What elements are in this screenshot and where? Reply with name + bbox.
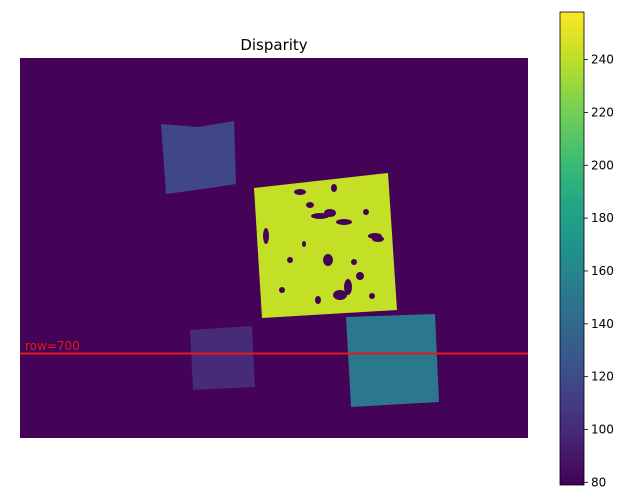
disparity-hole bbox=[287, 257, 293, 263]
disparity-hole bbox=[351, 259, 357, 265]
colorbar-tick-label: 100 bbox=[591, 423, 614, 437]
region-top-left bbox=[161, 121, 236, 194]
colorbar-tick-label: 160 bbox=[591, 264, 614, 278]
region-center-square bbox=[254, 173, 397, 318]
heatmap-plot-area bbox=[20, 58, 528, 438]
colorbar-gradient bbox=[559, 11, 585, 486]
disparity-hole bbox=[323, 254, 333, 266]
colorbar-tick-label: 80 bbox=[591, 475, 606, 489]
colorbar-tick-label: 220 bbox=[591, 105, 614, 119]
disparity-hole bbox=[372, 236, 384, 242]
disparity-hole bbox=[315, 296, 321, 304]
disparity-hole bbox=[294, 189, 306, 195]
colorbar: 80 100 120 140 160 180 200 220 240 bbox=[559, 11, 614, 489]
disparity-hole bbox=[369, 293, 375, 299]
region-bottom-left bbox=[190, 326, 255, 390]
disparity-hole bbox=[344, 279, 352, 295]
disparity-hole bbox=[324, 209, 336, 217]
disparity-hole bbox=[363, 209, 369, 215]
disparity-hole bbox=[336, 219, 352, 225]
row-700-label: row=700 bbox=[25, 339, 80, 353]
disparity-hole bbox=[333, 290, 347, 300]
colorbar-tick-label: 180 bbox=[591, 211, 614, 225]
disparity-hole bbox=[306, 202, 314, 208]
disparity-hole bbox=[263, 228, 269, 244]
disparity-hole bbox=[279, 287, 285, 293]
disparity-holes bbox=[263, 184, 384, 304]
chart-title: Disparity bbox=[240, 36, 307, 54]
heatmap-regions bbox=[161, 121, 439, 407]
region-bottom-right bbox=[346, 314, 439, 407]
colorbar-tick-label: 120 bbox=[591, 370, 614, 384]
disparity-hole bbox=[331, 184, 337, 192]
colorbar-tick-label: 140 bbox=[591, 317, 614, 331]
colorbar-tick-label: 240 bbox=[591, 53, 614, 67]
annotations: row=700 bbox=[20, 339, 528, 355]
disparity-hole bbox=[356, 272, 364, 280]
colorbar-ticks: 80 100 120 140 160 180 200 220 240 bbox=[584, 53, 614, 489]
colorbar-tick-label: 200 bbox=[591, 158, 614, 172]
disparity-hole bbox=[302, 241, 306, 247]
